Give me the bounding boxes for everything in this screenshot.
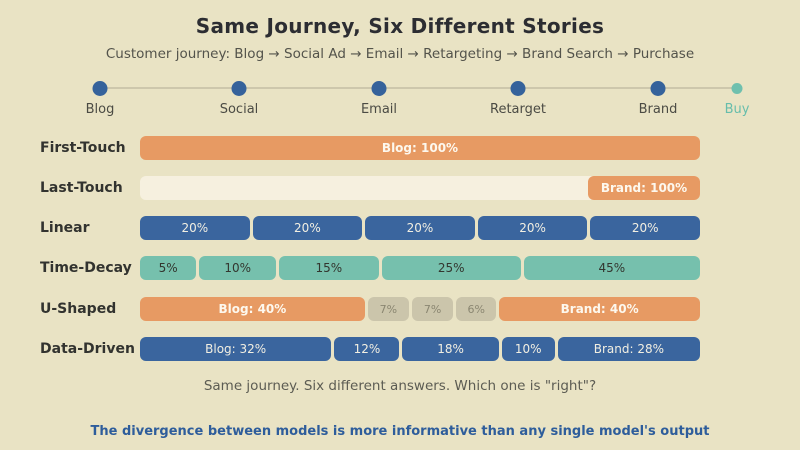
caption-question: Same journey. Six different answers. Whi…	[203, 378, 597, 394]
timeline-label-retarget: Retarget	[490, 102, 546, 117]
row-label-last-touch: Last-Touch	[40, 180, 123, 196]
timeline-dot-email	[371, 81, 387, 96]
bar-segment: 7%	[411, 297, 454, 321]
timeline-label-social: Social	[219, 102, 259, 117]
timeline-dot-buy	[731, 83, 743, 94]
bar-segment: 10%	[501, 337, 555, 361]
bar-linear: 20% 20% 20% 20% 20%	[140, 216, 700, 240]
bar-segment: 12%	[334, 337, 400, 361]
timeline-label-email: Email	[360, 102, 398, 117]
timeline-dot-brand	[650, 81, 666, 96]
footer-insight: The divergence between models is more in…	[90, 424, 710, 439]
timeline-dot-social	[231, 81, 247, 96]
bar-u-shaped: Blog: 40% 7% 7% 6% Brand: 40%	[140, 297, 701, 321]
bar-segment: Brand: 100%	[588, 176, 700, 200]
row-label-first-touch: First-Touch	[40, 140, 126, 156]
bar-last-touch: Brand: 100%	[140, 176, 700, 200]
bar-segment: 45%	[523, 256, 700, 280]
row-label-data-driven: Data-Driven	[40, 341, 135, 357]
bar-time-decay: 5% 10% 15% 25% 45%	[140, 256, 700, 280]
bar-segment: 20%	[140, 216, 250, 240]
bar-segment: 20%	[590, 216, 700, 240]
bar-segment: 20%	[477, 216, 588, 240]
bar-first-touch: Blog: 100%	[140, 136, 700, 160]
row-label-u-shaped: U-Shaped	[40, 301, 117, 317]
bar-segment: 7%	[367, 297, 409, 321]
bar-segment: 18%	[402, 337, 499, 361]
bar-segment: 10%	[199, 256, 276, 280]
timeline-dot-blog	[92, 81, 108, 96]
timeline-dot-retarget	[510, 81, 526, 96]
bar-segment: Blog: 100%	[140, 136, 700, 160]
row-label-linear: Linear	[40, 220, 90, 236]
page-title: Same Journey, Six Different Stories	[195, 14, 605, 38]
bar-segment: Brand: 28%	[557, 337, 700, 361]
timeline-label-brand: Brand	[638, 102, 678, 117]
row-label-time-decay: Time-Decay	[40, 260, 132, 276]
timeline-line	[100, 87, 737, 89]
bar-segment: 5%	[140, 256, 197, 280]
bar-segment: 15%	[278, 256, 379, 280]
bar-segment: Blog: 32%	[140, 337, 332, 361]
bar-segment: 20%	[365, 216, 475, 240]
bar-segment: 20%	[252, 216, 363, 240]
bar-data-driven: Blog: 32% 12% 18% 10% Brand: 28%	[140, 337, 700, 361]
journey-subtitle: Customer journey: Blog → Social Ad → Ema…	[105, 46, 695, 62]
bar-segment: Brand: 40%	[499, 297, 701, 321]
timeline-label-buy: Buy	[724, 102, 750, 117]
timeline-label-blog: Blog	[85, 102, 115, 117]
bar-segment: 6%	[456, 297, 497, 321]
bar-segment: 25%	[381, 256, 521, 280]
bar-segment: Blog: 40%	[140, 297, 365, 321]
